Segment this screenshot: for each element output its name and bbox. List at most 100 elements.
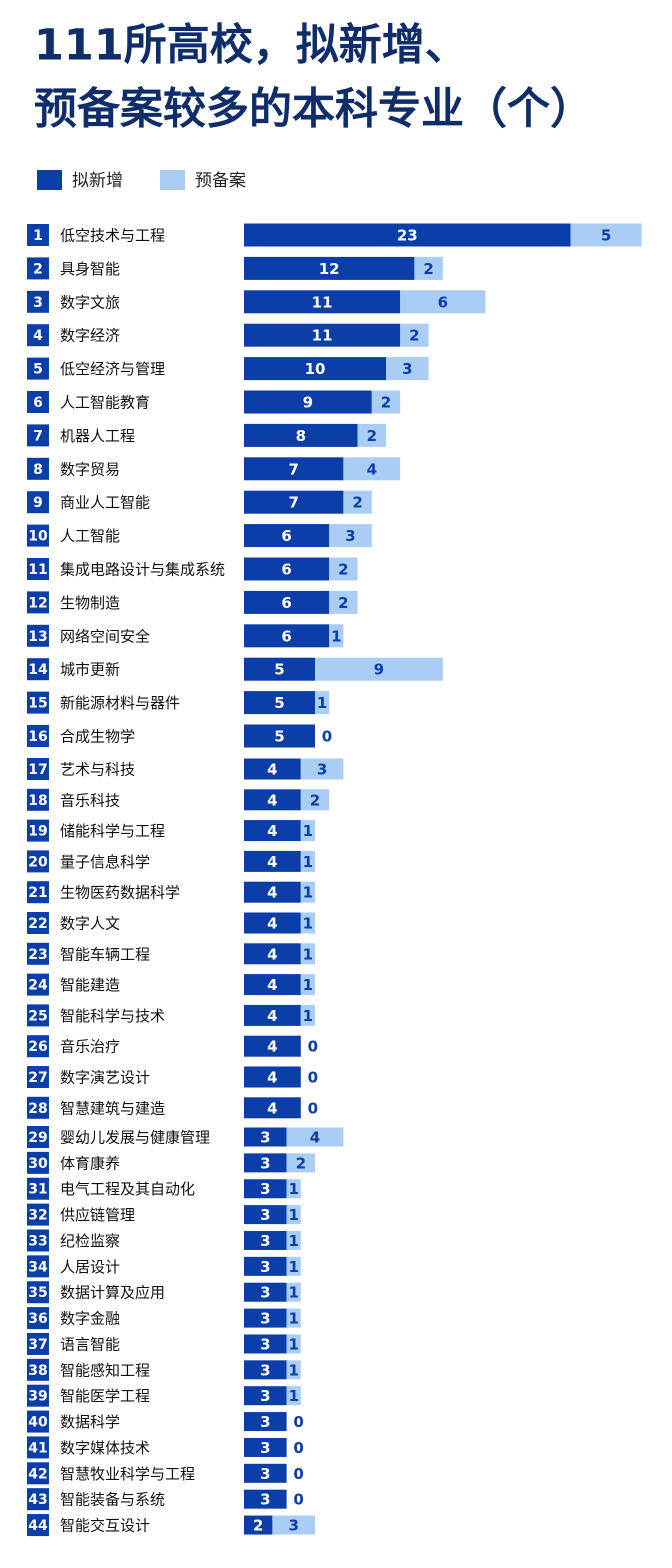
category-label: 数字贸易 bbox=[60, 460, 120, 478]
bar-segment bbox=[286, 1205, 301, 1225]
bar-segment bbox=[300, 820, 315, 842]
value-label: 1 bbox=[303, 945, 313, 963]
rank-label: 34 bbox=[28, 1259, 48, 1275]
bar-segment bbox=[300, 943, 315, 965]
bar-segment bbox=[244, 457, 344, 481]
value-label: 2 bbox=[338, 594, 348, 612]
rank-label: 5 bbox=[33, 362, 43, 378]
category-label: 数字文旅 bbox=[60, 293, 120, 311]
legend-swatch bbox=[37, 170, 62, 190]
bar-segment bbox=[244, 1035, 301, 1057]
rank-label: 41 bbox=[28, 1440, 47, 1456]
value-label: 3 bbox=[260, 1491, 270, 1509]
rank-box bbox=[27, 658, 49, 681]
value-label: 3 bbox=[260, 1310, 270, 1328]
rank-label: 15 bbox=[28, 696, 47, 712]
rank-box bbox=[27, 1281, 49, 1304]
rank-label: 17 bbox=[28, 762, 47, 778]
value-label: 6 bbox=[281, 561, 291, 579]
value-label: 2 bbox=[253, 1517, 263, 1535]
rank-box bbox=[27, 1436, 49, 1459]
rank-label: 39 bbox=[28, 1389, 47, 1405]
bar-segment bbox=[286, 1127, 344, 1147]
value-label: 1 bbox=[288, 1206, 298, 1224]
rank-label: 13 bbox=[28, 629, 47, 645]
rank-box bbox=[27, 942, 49, 965]
value-label: 2 bbox=[367, 427, 377, 445]
value-label: 2 bbox=[381, 394, 391, 412]
value-label: 5 bbox=[274, 728, 284, 746]
rank-label: 32 bbox=[28, 1208, 47, 1224]
value-label: 2 bbox=[352, 494, 362, 512]
category-label: 生物医药数据科学 bbox=[60, 884, 180, 902]
category-label: 网络空间安全 bbox=[60, 627, 150, 645]
value-label: 4 bbox=[367, 460, 377, 478]
value-label: 3 bbox=[260, 1154, 270, 1172]
category-label: 商业人工智能 bbox=[60, 494, 150, 512]
value-label: 3 bbox=[260, 1232, 270, 1250]
value-label: 5 bbox=[274, 661, 284, 679]
rank-label: 3 bbox=[33, 295, 43, 311]
rank-box bbox=[27, 558, 49, 580]
rank-label: 11 bbox=[28, 562, 47, 578]
bar-segment bbox=[244, 1127, 287, 1147]
category-label: 音乐治疗 bbox=[60, 1038, 120, 1056]
value-label: 4 bbox=[267, 761, 277, 779]
bar-segment bbox=[244, 820, 301, 842]
value-label: 2 bbox=[423, 260, 433, 278]
bar-segment bbox=[244, 256, 415, 280]
bar-segment bbox=[244, 590, 330, 614]
category-label: 数字演艺设计 bbox=[60, 1069, 150, 1087]
value-label: 3 bbox=[260, 1180, 270, 1198]
bar-segment bbox=[244, 1515, 273, 1535]
bar-segment bbox=[244, 1437, 287, 1457]
bar-segment bbox=[300, 789, 330, 811]
value-label: 2 bbox=[296, 1154, 306, 1172]
rank-label: 21 bbox=[28, 885, 47, 901]
bar-segment bbox=[286, 1256, 301, 1276]
bar-segment bbox=[244, 1153, 287, 1173]
bar-segment bbox=[244, 1205, 287, 1225]
bar-segment bbox=[244, 881, 301, 903]
legend-swatch bbox=[160, 170, 185, 190]
rank-box bbox=[27, 457, 49, 480]
value-label: 6 bbox=[281, 594, 291, 612]
value-label: 4 bbox=[267, 1099, 277, 1117]
bar-segment bbox=[329, 524, 372, 548]
value-label: 4 bbox=[267, 822, 277, 840]
rank-label: 42 bbox=[28, 1466, 47, 1482]
bar-segment bbox=[244, 1230, 287, 1250]
rank-label: 2 bbox=[33, 261, 43, 277]
bar-segment bbox=[300, 850, 315, 872]
bar-segment bbox=[286, 1334, 301, 1354]
rank-label: 1 bbox=[33, 228, 43, 244]
bar-segment bbox=[244, 223, 571, 247]
rank-label: 23 bbox=[28, 947, 47, 963]
value-label: 4 bbox=[267, 945, 277, 963]
bar-segment bbox=[286, 1282, 301, 1302]
bar-segment bbox=[244, 1334, 287, 1354]
value-label: 4 bbox=[267, 791, 277, 809]
rank-box bbox=[27, 1307, 49, 1330]
category-label: 智能科学与技术 bbox=[60, 1007, 165, 1025]
category-label: 纪检监察 bbox=[60, 1232, 120, 1250]
value-label: 1 bbox=[303, 915, 313, 933]
rank-box bbox=[27, 391, 49, 413]
category-label: 智能车辆工程 bbox=[60, 945, 150, 963]
bar-segment bbox=[570, 223, 642, 247]
bar-segment bbox=[300, 881, 315, 903]
value-label: 1 bbox=[288, 1180, 298, 1198]
bar-segment bbox=[244, 1489, 287, 1509]
value-label: 3 bbox=[260, 1258, 270, 1276]
bar-segment bbox=[286, 1153, 315, 1173]
category-label: 数字金融 bbox=[60, 1310, 120, 1328]
legend-label: 拟新增 bbox=[72, 171, 123, 191]
value-label: 3 bbox=[260, 1284, 270, 1302]
rank-box bbox=[27, 691, 49, 714]
rank-label: 9 bbox=[33, 495, 43, 511]
rank-box bbox=[27, 1177, 49, 1200]
rank-box bbox=[27, 1410, 49, 1433]
category-label: 数据计算及应用 bbox=[60, 1284, 165, 1302]
bar-segment bbox=[329, 590, 358, 614]
category-label: 储能科学与工程 bbox=[60, 822, 165, 840]
